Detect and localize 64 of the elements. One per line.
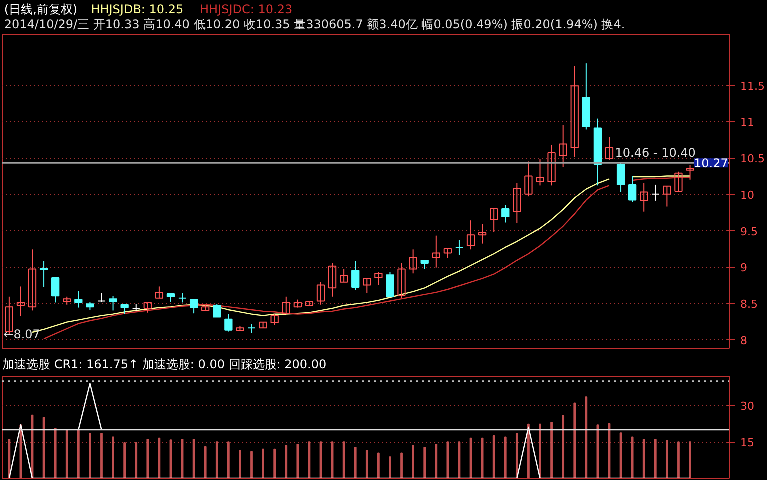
candlestick bbox=[559, 124, 568, 168]
candlestick bbox=[398, 262, 406, 299]
candlestick bbox=[352, 260, 360, 291]
candlestick bbox=[536, 159, 544, 186]
candlestick bbox=[282, 296, 290, 315]
candlestick bbox=[663, 186, 672, 208]
candlestick bbox=[316, 282, 326, 306]
candlestick bbox=[605, 136, 614, 161]
candlestick bbox=[490, 208, 498, 233]
candlestick bbox=[640, 183, 648, 212]
candlestick bbox=[363, 278, 372, 294]
y-tick-label: 11 bbox=[740, 116, 754, 130]
text: HHJSJDC: 10.23 bbox=[200, 2, 293, 16]
y-tick-label: 9.5 bbox=[740, 225, 758, 238]
candlestick bbox=[478, 224, 487, 244]
y-tick-label: 8 bbox=[740, 334, 748, 348]
candlestick bbox=[213, 304, 222, 318]
candlestick bbox=[178, 292, 187, 304]
y-tick-label: 8.5 bbox=[740, 298, 758, 311]
y-tick-label: 10.5 bbox=[740, 152, 765, 166]
candlestick bbox=[224, 314, 233, 332]
candlestick bbox=[674, 171, 683, 192]
candlestick bbox=[686, 164, 694, 180]
candlestick bbox=[513, 183, 522, 224]
y-tick-label: 10 bbox=[740, 188, 754, 202]
candlestick bbox=[328, 262, 337, 298]
candlestick bbox=[16, 286, 26, 318]
chart-subtitle: 2014/10/29/三 开10.33 高10.40 低10.20 收10.35 量330605.7 额3.40亿 幅0.05(0.49%) 振0.20(1.94%) 换4. bbox=[4, 18, 626, 32]
y-tick-label: 9 bbox=[740, 262, 748, 275]
candlestick bbox=[340, 268, 348, 283]
annotation: 10.27 bbox=[694, 156, 728, 171]
candlestick bbox=[628, 176, 637, 203]
candlestick bbox=[28, 249, 37, 312]
candlestick bbox=[144, 302, 152, 314]
candlestick bbox=[455, 240, 464, 256]
candlestick bbox=[502, 204, 510, 224]
y-tick-label: 30 bbox=[740, 400, 754, 414]
candlestick bbox=[409, 249, 418, 274]
candlestick bbox=[155, 286, 164, 299]
candlestick bbox=[109, 296, 118, 312]
candlestick bbox=[444, 248, 452, 259]
candlestick bbox=[40, 260, 48, 288]
candlestick bbox=[120, 304, 129, 315]
candlestick bbox=[524, 161, 533, 198]
candlestick bbox=[386, 272, 394, 298]
candlestick bbox=[652, 184, 660, 202]
annotation: 10.46 - 10.40 bbox=[615, 146, 696, 160]
candlestick bbox=[548, 144, 556, 186]
candlestick bbox=[190, 298, 198, 314]
chart-title: (日线,前复权) bbox=[4, 2, 78, 16]
candlestick bbox=[74, 290, 83, 308]
candlestick bbox=[570, 66, 579, 158]
candlestick bbox=[270, 314, 279, 326]
candlestick bbox=[374, 272, 383, 286]
annotation: ←8.07 bbox=[4, 328, 40, 342]
candlestick bbox=[466, 220, 476, 250]
candlestick bbox=[52, 277, 60, 304]
candlestick bbox=[616, 162, 626, 193]
y-tick-label: 11.5 bbox=[740, 80, 765, 93]
y-tick-label: 15 bbox=[740, 436, 754, 450]
chart-title: 加速选股 CR1: 161.75↑ 加速选股: 0.00 回踩选股: 200.00 bbox=[2, 358, 327, 372]
candlestick bbox=[432, 235, 440, 268]
candlestick bbox=[132, 304, 140, 312]
text: HHJSJDB: 10.25 bbox=[91, 2, 184, 16]
